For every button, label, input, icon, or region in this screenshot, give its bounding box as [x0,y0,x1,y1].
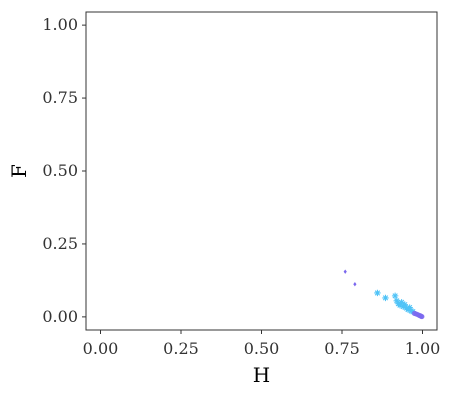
x-tick-label: 0.50 [244,339,280,358]
y-tick-label: 0.75 [42,88,78,107]
x-axis-title: H [253,363,270,387]
y-tick-label: 0.00 [42,307,78,326]
plot-panel [85,11,438,331]
data-point [401,301,408,308]
data-point [408,307,415,315]
data-point [391,292,399,300]
x-tick-label: 1.00 [405,339,441,358]
data-point [419,313,425,320]
y-axis: 0.00 0.25 0.50 0.75 1.00 [42,15,86,326]
y-tick-label: 0.25 [42,234,78,253]
data-point [396,302,404,309]
data-point [374,289,381,297]
data-point [382,294,389,302]
x-tick-label: 0.25 [163,339,199,358]
data-point [353,281,357,287]
data-point [393,297,400,305]
x-tick-label: 0.75 [324,339,360,358]
y-axis-title: F [7,164,31,178]
x-axis: 0.00 0.25 0.50 0.75 1.00 [83,330,441,358]
data-points [343,269,425,320]
y-tick-label: 1.00 [42,15,78,34]
data-point [343,269,347,274]
data-point [398,299,405,306]
data-point [406,304,413,311]
x-tick-label: 0.00 [83,339,119,358]
y-tick-label: 0.50 [42,161,78,180]
